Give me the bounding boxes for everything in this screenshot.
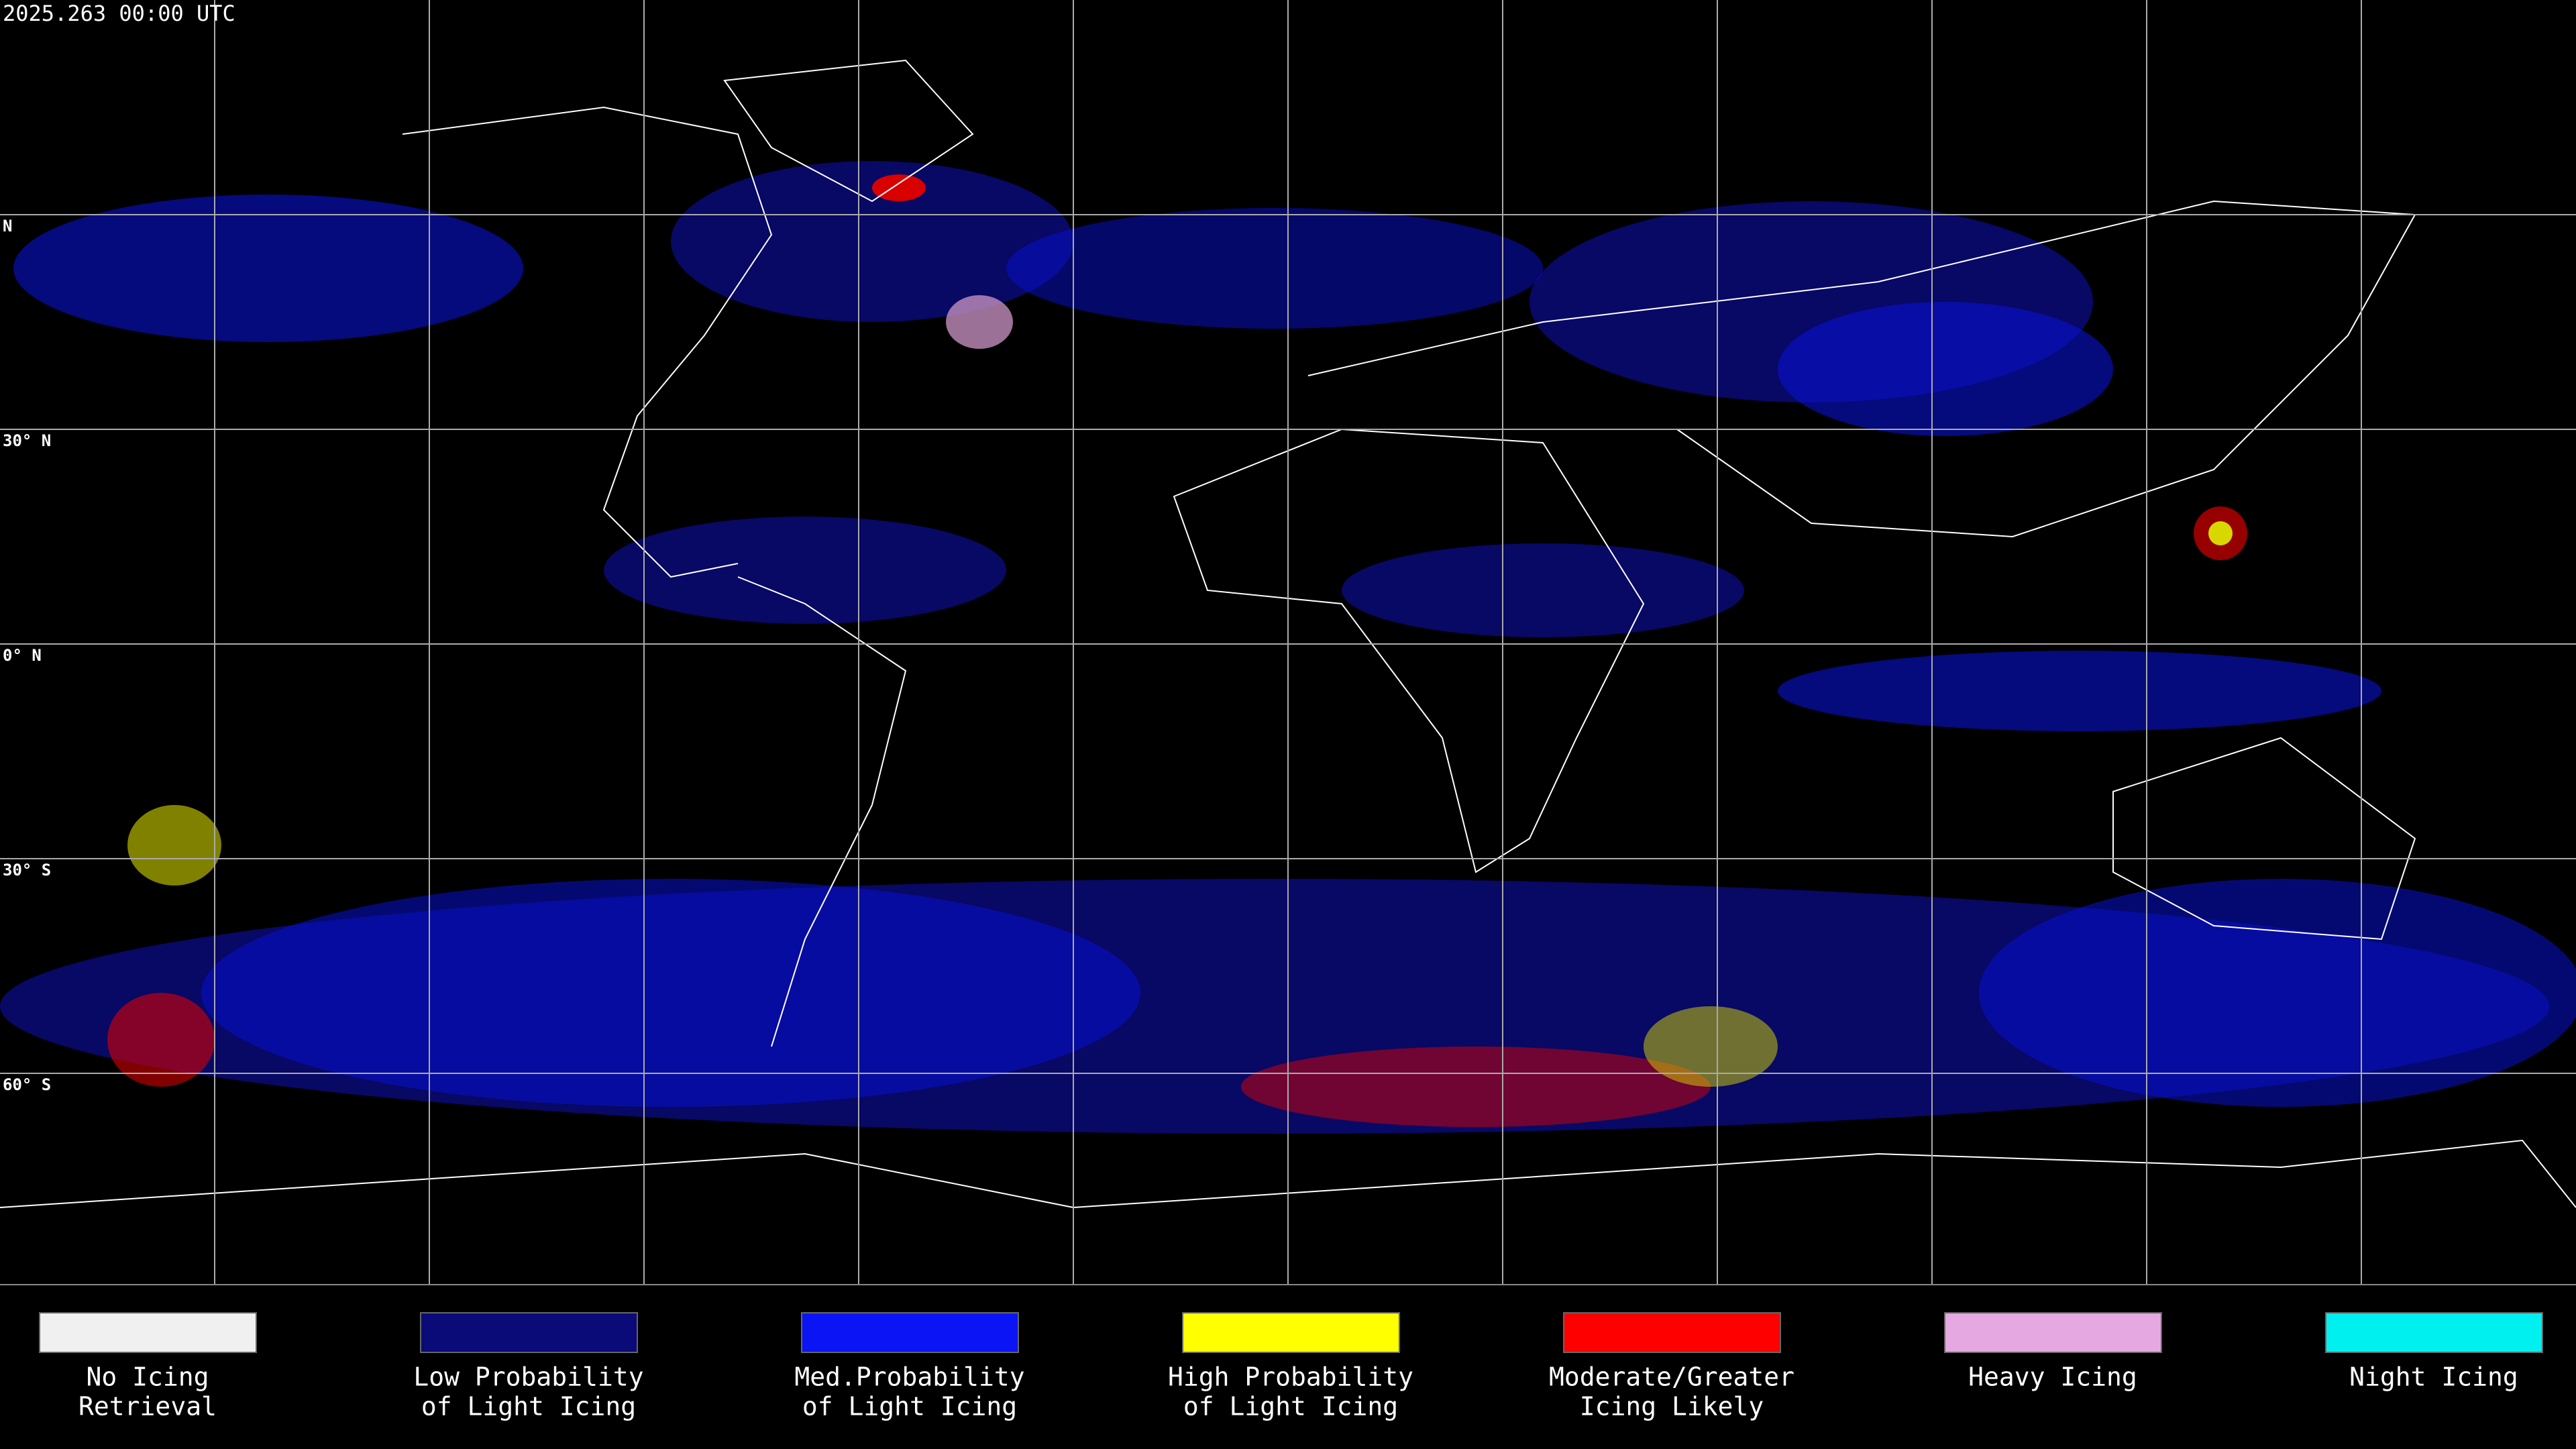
legend-label: Med.Probability xyxy=(794,1362,1024,1392)
legend-label: High Probability xyxy=(1168,1362,1413,1392)
timestamp: 2025.263 00:00 UTC xyxy=(3,1,235,26)
legend-swatch xyxy=(1944,1312,2162,1353)
cloud xyxy=(872,174,926,201)
legend-swatch xyxy=(2325,1312,2543,1353)
coastline xyxy=(0,1139,2576,1209)
cloud xyxy=(1778,302,2113,436)
cloud xyxy=(671,161,1073,322)
cloud xyxy=(1342,543,1744,637)
cloud xyxy=(107,993,215,1087)
legend-label: of Light Icing xyxy=(1183,1392,1398,1421)
legend-label: of Light Icing xyxy=(802,1392,1017,1421)
legend-label: Moderate/Greater xyxy=(1549,1362,1794,1392)
legend-label: Retrieval xyxy=(78,1392,217,1421)
legend-label: No Icing xyxy=(86,1362,209,1392)
legend-swatch xyxy=(39,1312,257,1353)
legend-label: Heavy Icing xyxy=(1968,1362,2137,1392)
cloud xyxy=(0,879,2549,1134)
cloud-bands xyxy=(0,161,2576,1134)
cloud xyxy=(13,195,523,342)
coastline xyxy=(2112,737,2416,941)
grid xyxy=(0,0,2576,1285)
legend-swatch xyxy=(1563,1312,1781,1353)
coastlines xyxy=(0,59,2576,1209)
latitude-label: N xyxy=(3,217,12,235)
cloud xyxy=(1644,1006,1778,1087)
latitude-label: 30° N xyxy=(3,431,51,450)
legend-swatch xyxy=(1182,1312,1400,1353)
legend-label: Low Probability xyxy=(413,1362,643,1392)
latitude-label: 60° S xyxy=(3,1075,51,1094)
coastline xyxy=(1173,428,1645,873)
cloud xyxy=(127,805,221,885)
coastline xyxy=(402,106,773,578)
storm-eye xyxy=(2208,521,2233,545)
cloud xyxy=(1006,208,1543,329)
cloud xyxy=(604,517,1006,624)
legend-label: Night Icing xyxy=(2349,1362,2518,1392)
legend-label: Icing Likely xyxy=(1580,1392,1764,1421)
cloud xyxy=(1241,1046,1711,1127)
cloud xyxy=(1778,651,2381,731)
latitude-label: 0° N xyxy=(3,646,42,665)
cloud xyxy=(1979,879,2576,1107)
latitude-label: 30° S xyxy=(3,861,51,879)
cloud xyxy=(946,295,1013,349)
coastline xyxy=(737,576,907,1047)
legend-label: of Light Icing xyxy=(421,1392,636,1421)
legend-swatch xyxy=(420,1312,638,1353)
map xyxy=(0,0,2576,1285)
latitude-labels: N 30° N 0° N 30° S 60° S xyxy=(3,217,51,1094)
legend-swatch xyxy=(801,1312,1019,1353)
coastline xyxy=(723,59,974,203)
cloud xyxy=(201,879,1140,1107)
coastline xyxy=(1307,200,2416,538)
